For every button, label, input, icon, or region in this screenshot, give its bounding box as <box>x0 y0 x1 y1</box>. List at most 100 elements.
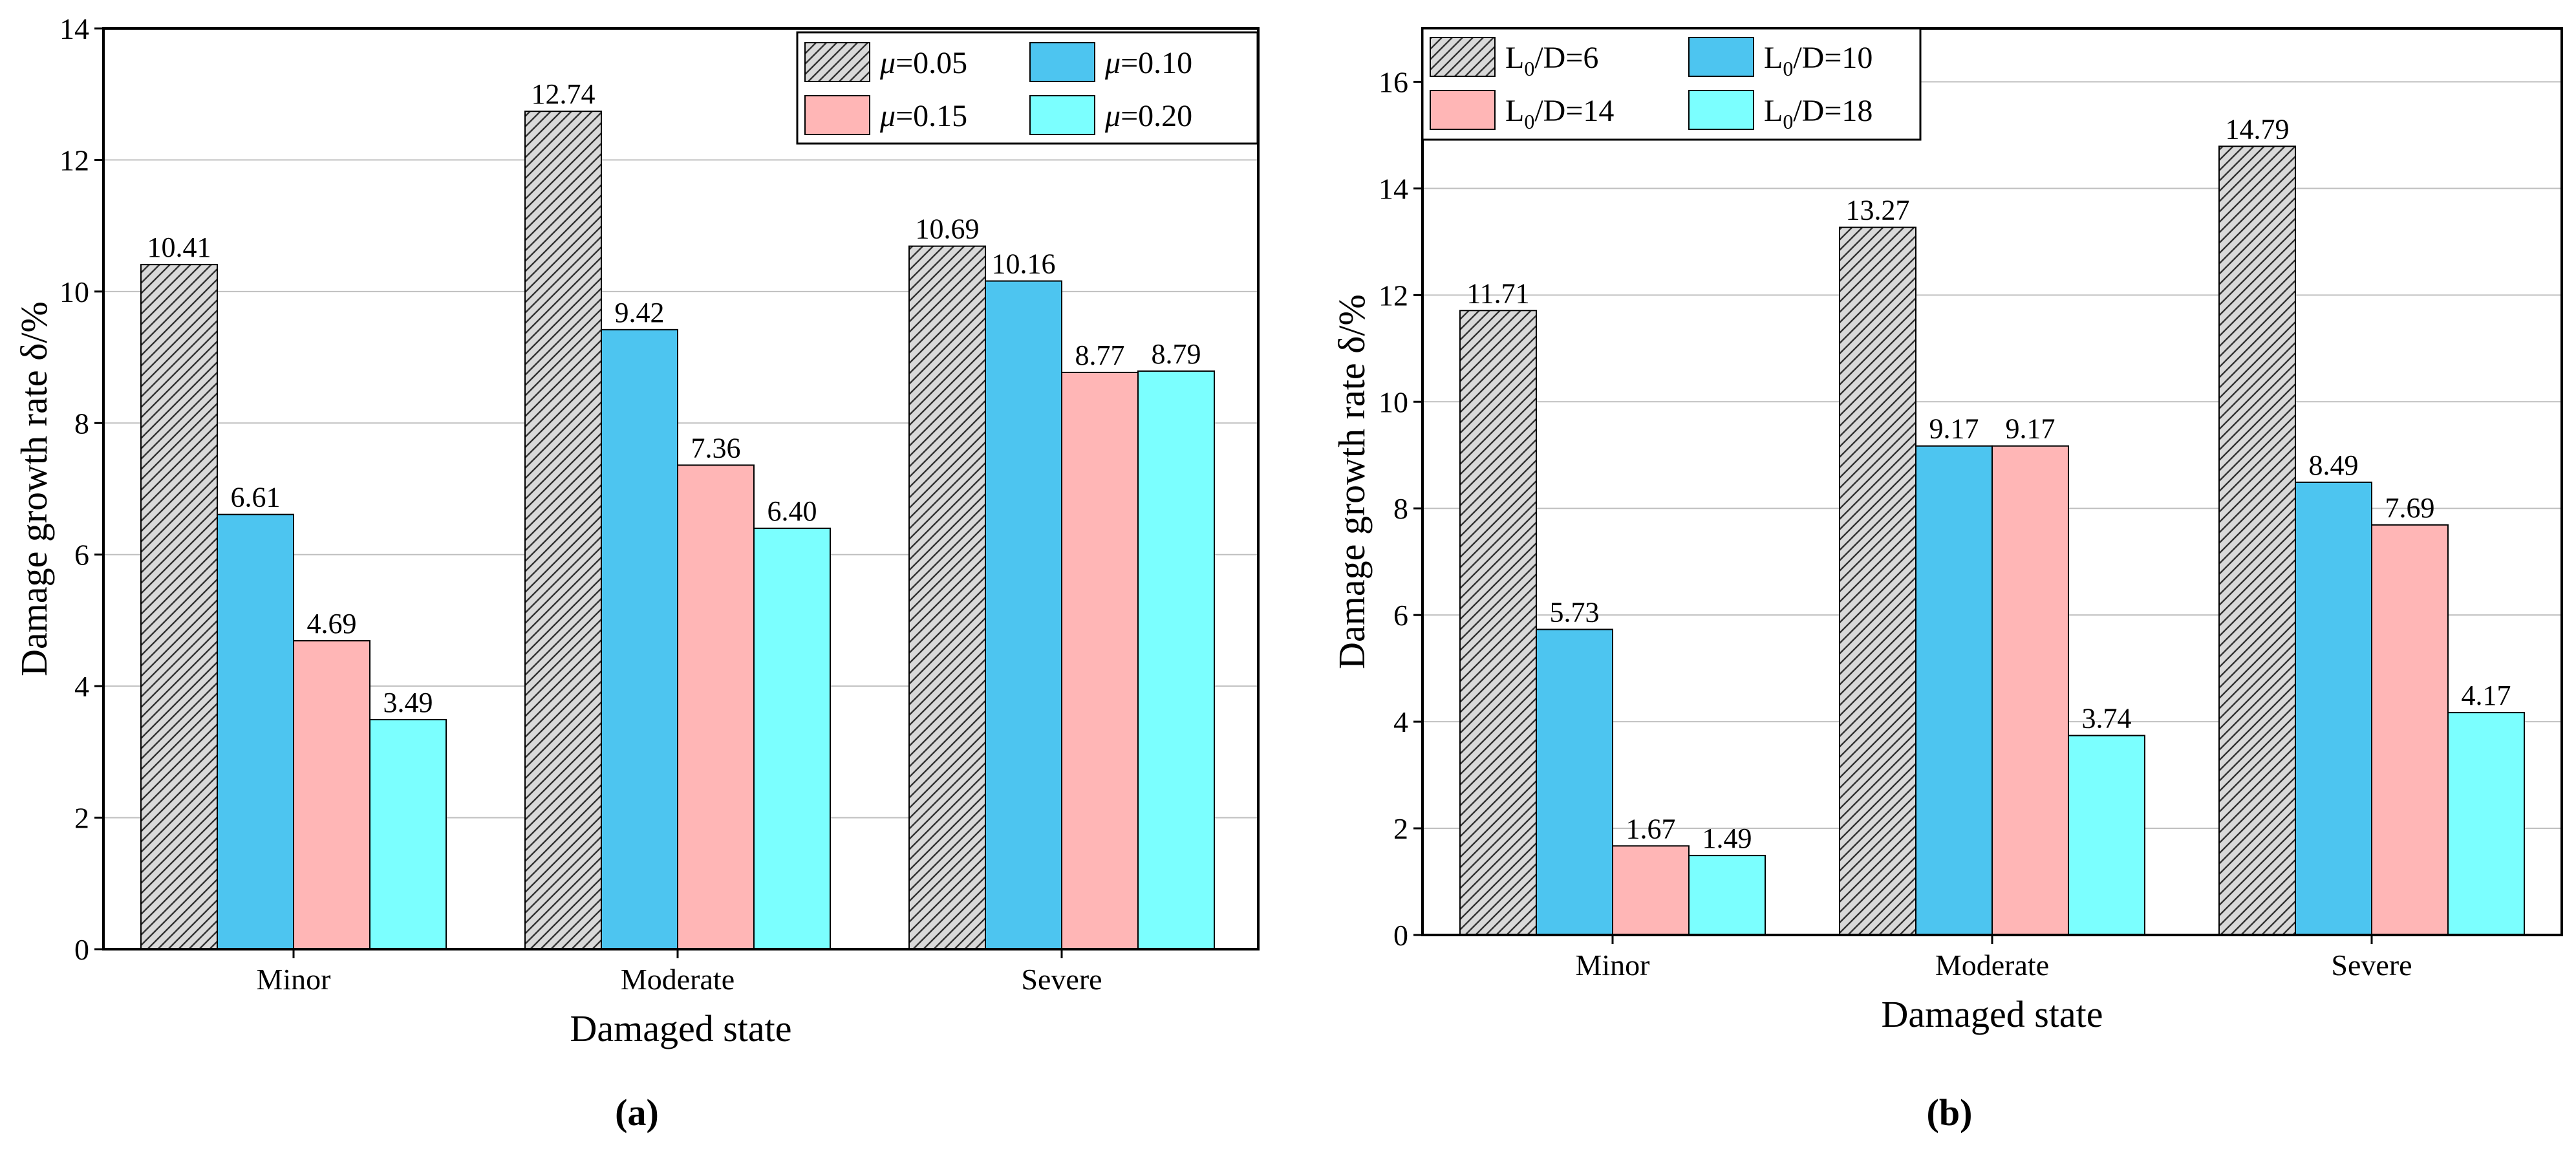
y-tick-label: 4 <box>74 670 89 703</box>
bar-value-label: 1.67 <box>1626 813 1676 844</box>
x-tick-label: Moderate <box>621 963 735 996</box>
bar <box>1536 628 1613 936</box>
legend-main: L <box>1764 41 1783 75</box>
bar-value-label: 7.69 <box>2385 492 2435 524</box>
bar <box>2295 481 2372 936</box>
bar-value-label: 11.71 <box>1466 277 1529 309</box>
legend-main: L <box>1764 94 1783 128</box>
bar-value-label: 8.79 <box>1152 338 1201 370</box>
legend-sub: 0 <box>1783 110 1793 133</box>
legend-rest: /D=18 <box>1793 94 1873 128</box>
bar <box>140 264 218 950</box>
legend-box <box>1421 27 1922 141</box>
legend-entry: L0/D=14 <box>1505 94 1614 133</box>
legend-symbol: μ <box>879 46 896 80</box>
legend-rest: /D=14 <box>1534 94 1614 128</box>
bar-value-label: 7.36 <box>691 432 741 464</box>
legend-value: =0.05 <box>896 46 967 80</box>
bar <box>1137 370 1215 950</box>
legend-value: =0.10 <box>1121 46 1192 80</box>
bar <box>753 528 831 950</box>
panel-label: (a) <box>615 1091 659 1133</box>
y-tick-label: 12 <box>1379 279 1408 312</box>
plot-frame <box>102 27 1260 950</box>
legend-rest: /D=10 <box>1793 41 1873 75</box>
bar-value-label: 9.42 <box>615 297 665 328</box>
bar-value-label: 4.69 <box>307 608 357 639</box>
bar <box>524 111 602 950</box>
legend-entry: μ=0.05 <box>879 46 967 80</box>
legend-main: L <box>1505 41 1524 75</box>
bar <box>293 639 370 950</box>
x-axis-label: Damaged state <box>1881 993 2103 1035</box>
bar <box>1915 445 1993 936</box>
x-tick-label: Minor <box>1576 949 1650 982</box>
bar-value-label: 3.49 <box>383 687 433 718</box>
x-tick-label: Severe <box>2331 949 2412 982</box>
bar-value-label: 13.27 <box>1846 195 1910 226</box>
chart-a: 10.41 6.61 4.69 3.49 Minor 12.74 9.42 7.36 6.40 M… <box>13 12 1260 1133</box>
x-tick-label: Minor <box>257 963 331 996</box>
bar <box>1459 310 1537 936</box>
legend-entry: L0/D=6 <box>1505 41 1598 80</box>
y-tick-label: 10 <box>1379 385 1408 418</box>
legend-swatch <box>804 95 870 135</box>
bar-value-label: 9.17 <box>2006 413 2055 445</box>
legend-main: L <box>1505 94 1524 128</box>
bar-value-label: 3.74 <box>2082 703 2132 735</box>
legend-value: =0.15 <box>896 99 967 133</box>
bar-value-label: 5.73 <box>1550 596 1600 628</box>
y-tick-label: 0 <box>1393 919 1408 952</box>
bar <box>1612 845 1690 936</box>
legend-swatch <box>1029 95 1095 135</box>
bar <box>2371 524 2449 936</box>
y-tick-label: 0 <box>74 933 89 966</box>
y-tick-label: 8 <box>1393 492 1408 525</box>
legend-sub: 0 <box>1783 57 1793 80</box>
legend-entry: μ=0.10 <box>1104 46 1192 80</box>
x-tick-label: Moderate <box>1935 949 2049 982</box>
bar-value-label: 8.77 <box>1075 339 1125 371</box>
bar <box>2447 712 2525 936</box>
y-tick-label: 6 <box>1393 599 1408 632</box>
bar <box>369 719 447 950</box>
bar-value-label: 1.49 <box>1702 822 1752 854</box>
bar <box>1061 371 1139 950</box>
y-tick-label: 16 <box>1379 65 1408 98</box>
bar-value-label: 6.61 <box>231 482 281 513</box>
y-tick-label: 14 <box>1379 172 1408 205</box>
legend-value: =0.20 <box>1121 99 1192 133</box>
bar <box>1688 855 1766 936</box>
legend-swatch <box>1430 37 1496 77</box>
legend-sub: 0 <box>1524 110 1534 133</box>
y-tick-label: 10 <box>59 275 89 308</box>
bar-value-label: 9.17 <box>1929 413 1979 445</box>
bar <box>985 280 1062 950</box>
bar-value-label: 10.41 <box>147 231 211 263</box>
bar <box>601 328 678 950</box>
bar-value-label: 10.69 <box>916 213 980 245</box>
bar <box>677 464 755 950</box>
bar <box>1991 445 2069 936</box>
bar <box>908 245 986 950</box>
legend-entry: L0/D=18 <box>1764 94 1873 133</box>
legend-swatch <box>1029 42 1095 82</box>
legend-sub: 0 <box>1524 57 1534 80</box>
x-axis-label: Damaged state <box>570 1007 791 1049</box>
bar-value-label: 8.49 <box>2309 449 2359 481</box>
chart-b: 11.71 5.73 1.67 1.49 Minor 13.27 9.17 9.17 3.74 M… <box>1331 27 2563 1133</box>
panel-label: (b) <box>1927 1091 1973 1133</box>
legend-entry: μ=0.20 <box>1104 99 1192 133</box>
y-tick-label: 2 <box>74 802 89 835</box>
legend-swatch <box>804 42 870 82</box>
y-axis-label: Damage growth rate δ/% <box>1331 294 1373 669</box>
bar <box>2218 145 2296 936</box>
y-tick-label: 8 <box>74 407 89 440</box>
y-axis-label: Damage growth rate δ/% <box>13 301 55 676</box>
legend-swatch <box>1430 90 1496 130</box>
plot-frame <box>1421 27 2563 936</box>
bar-value-label: 12.74 <box>531 78 596 110</box>
legend-symbol: μ <box>1104 46 1121 80</box>
